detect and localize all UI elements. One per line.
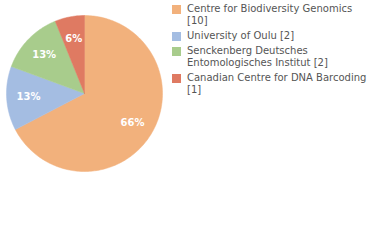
html-text:Senckenberg Deutsches Entomolo: Senckenberg Deutsches Entomologisches In… (187, 45, 328, 68)
svg-text:6%: 6% (65, 33, 82, 44)
html-text:University of Oulu [2]: University of Oulu [2] (187, 30, 295, 41)
html-text:Centre for Biodiversity Genomi: Centre for Biodiversity Genomics [10] (187, 3, 353, 26)
svg-text:13%: 13% (16, 91, 40, 102)
svg-text:66%: 66% (121, 117, 145, 128)
svg-text:13%: 13% (32, 49, 56, 60)
html-text:Canadian Centre for DNA Barcod: Canadian Centre for DNA Barcoding [1] (187, 72, 367, 95)
